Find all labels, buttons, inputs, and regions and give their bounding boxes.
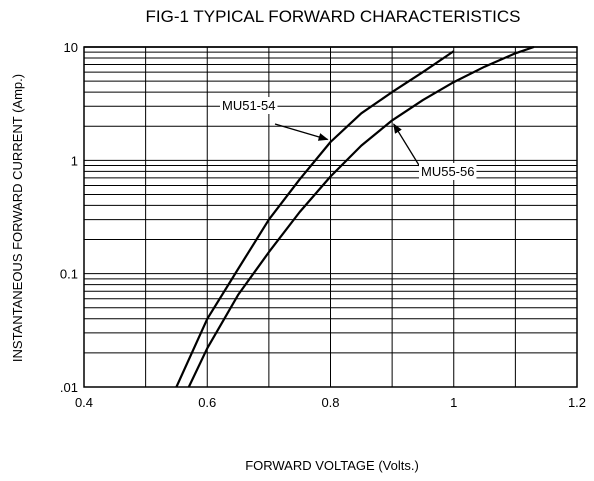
y-tick-label: .01: [60, 380, 78, 395]
chart-title: FIG-1 TYPICAL FORWARD CHARACTERISTICS: [146, 7, 521, 26]
y-tick-label: 10: [64, 40, 78, 55]
series-layer: [175, 45, 535, 388]
series-line-mu55-56: [187, 45, 535, 388]
x-axis-label: FORWARD VOLTAGE (Volts.): [245, 458, 419, 473]
y-tick-label: 0.1: [60, 267, 78, 282]
tick-label-layer: 0.4 0.6 0.8 1 1.2 .01 0.1 1 10: [60, 40, 586, 410]
x-tick-label: 0.6: [198, 395, 216, 410]
series-label-background: [419, 163, 477, 180]
series-label-background: [220, 97, 278, 114]
series-label-mu55-56: MU55-56: [421, 164, 474, 179]
plot-frame: [83, 46, 578, 388]
annotation-arrow-mu51-54: [274, 123, 329, 141]
annotation-layer: MU51-54 MU55-56: [220, 97, 477, 180]
x-tick-label: 0.8: [321, 395, 339, 410]
y-axis-label: INSTANTANEOUS FORWARD CURRENT (Amp.): [10, 74, 25, 362]
plot-grid: [83, 46, 578, 388]
x-tick-label: 1.2: [568, 395, 586, 410]
y-tick-label: 1: [71, 153, 78, 168]
series-label-mu51-54: MU51-54: [222, 98, 275, 113]
x-tick-label: 1: [450, 395, 457, 410]
series-line-mu51-54: [175, 50, 455, 388]
x-tick-label: 0.4: [75, 395, 93, 410]
